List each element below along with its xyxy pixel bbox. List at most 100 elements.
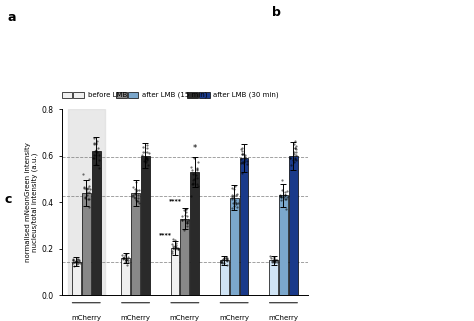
Point [291,146,299,151]
Point [79,171,87,177]
Point [85,177,93,182]
Point [76,260,83,265]
Point [129,193,137,198]
Point [91,149,99,154]
Point [270,259,278,265]
Point [190,155,197,160]
Point [237,147,245,152]
Point [169,244,177,249]
Bar [121,258,130,295]
Point [120,255,128,260]
Point [290,151,298,156]
Point [220,261,228,266]
Point [82,186,90,191]
Point [289,157,297,162]
Point [178,217,185,222]
Point [133,199,141,204]
Point [292,139,299,144]
Point [283,195,291,200]
Point [188,168,195,173]
Point [120,256,128,261]
Point [217,258,225,263]
Point [121,253,128,258]
Point [143,143,151,148]
Point [232,192,240,197]
Point [231,200,239,205]
Point [134,195,142,201]
Point [70,259,77,265]
Point [229,194,237,199]
Point [84,196,91,202]
Point [134,198,142,204]
Text: before LMB: before LMB [88,92,127,98]
Point [93,140,100,145]
Point [224,259,231,264]
Point [290,150,298,155]
Point [270,256,278,261]
Point [181,216,189,221]
Point [135,188,143,193]
Point [142,155,150,160]
Point [271,259,278,264]
Point [280,194,288,199]
Point [277,198,284,203]
Point [287,156,294,161]
Text: a: a [7,11,16,24]
Point [83,186,91,191]
Point [90,141,98,146]
Point [69,256,77,262]
Point [219,260,226,265]
Bar [131,193,140,295]
Point [292,150,300,155]
Point [243,162,251,167]
Point [292,152,300,157]
Point [173,240,180,245]
Point [131,187,139,192]
Point [290,159,297,164]
Point [80,186,88,191]
Point [228,205,236,210]
Point [282,207,290,212]
Point [123,262,130,267]
Point [168,242,176,247]
Point [238,160,246,165]
Point [277,193,285,198]
Point [223,263,231,268]
Point [228,194,236,199]
Point [279,178,286,183]
Point [93,138,100,143]
Point [73,259,81,265]
Text: b: b [272,6,281,19]
Point [242,153,249,158]
Y-axis label: normalised mNeonGreen intensity
nucleus/total intensity (a.u.): normalised mNeonGreen intensity nucleus/… [25,142,38,262]
Point [183,219,191,224]
Point [85,197,92,202]
Point [238,152,246,157]
Point [140,144,147,149]
Point [74,260,82,265]
Point [122,258,129,263]
Bar [171,247,180,295]
Point [135,201,143,206]
Point [70,263,78,268]
Point [271,259,279,265]
Point [183,220,191,225]
Point [182,218,189,223]
Point [82,196,89,201]
Point [124,257,131,263]
Point [281,192,288,197]
Point [90,136,97,141]
Point [174,246,182,251]
Point [123,257,130,263]
Point [292,157,300,162]
Point [281,192,288,197]
Point [119,255,127,260]
Point [95,157,103,162]
Point [122,258,130,263]
Point [270,258,277,263]
Point [75,258,83,263]
Point [72,258,79,263]
Point [130,195,138,200]
Text: *: * [192,144,197,153]
Point [277,192,284,197]
